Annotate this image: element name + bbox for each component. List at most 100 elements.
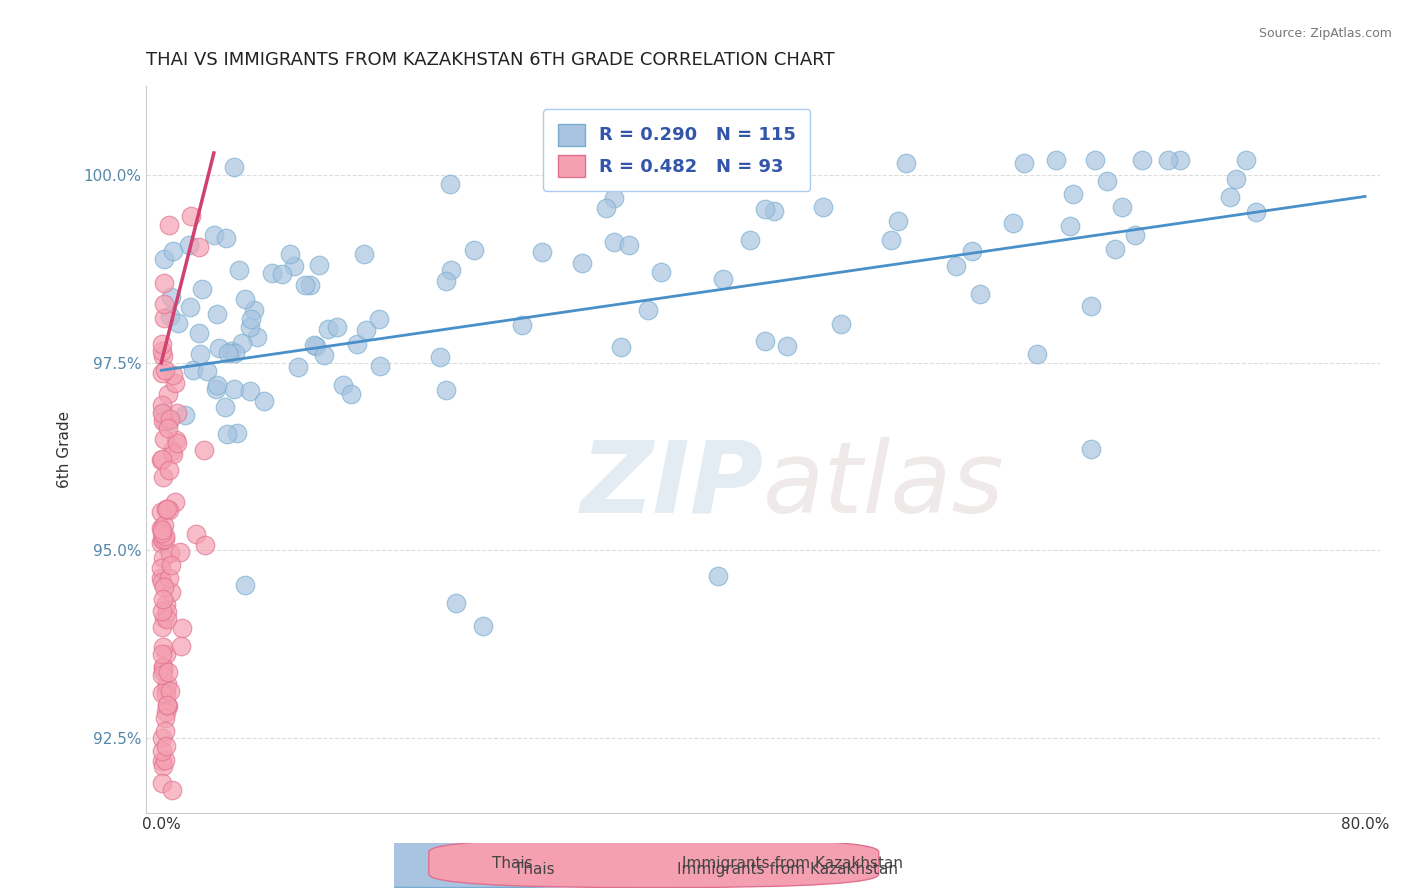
Y-axis label: 6th Grade: 6th Grade [58,410,72,488]
Text: THAI VS IMMIGRANTS FROM KAZAKHSTAN 6TH GRADE CORRELATION CHART: THAI VS IMMIGRANTS FROM KAZAKHSTAN 6TH G… [146,51,835,69]
Point [156,420,179,434]
Point [1234,153,1257,168]
Point [1080,442,1102,456]
Point [434,273,457,287]
Point [150,561,173,575]
Point [252,393,274,408]
Point [195,363,218,377]
Point [219,344,242,359]
Point [157,463,180,477]
Point [170,621,193,635]
Point [152,550,174,565]
Point [766,153,789,168]
Point [283,259,305,273]
Point [191,282,214,296]
Point [162,368,184,382]
Point [153,363,176,377]
Point [1244,204,1267,219]
Text: Immigrants from Kazakhstan: Immigrants from Kazakhstan [682,855,903,871]
Point [302,337,325,351]
Point [637,303,659,318]
Point [152,523,174,537]
Point [1104,242,1126,256]
Point [157,414,180,428]
Point [738,233,761,247]
Point [463,243,485,257]
Point [751,153,773,168]
Point [1002,216,1025,230]
Point [150,406,173,420]
Point [156,605,179,619]
Point [617,237,640,252]
Point [163,495,186,509]
Point [174,408,197,422]
Point [156,387,179,401]
Point [157,503,180,517]
Point [429,350,451,364]
Point [1026,347,1049,361]
Point [155,698,177,713]
Point [153,529,176,543]
Point [162,244,184,258]
Point [155,705,177,719]
Point [205,382,228,396]
Point [155,647,177,661]
Point [215,231,238,245]
Point [945,259,967,273]
Point [150,686,173,700]
Point [159,290,181,304]
Point [162,443,184,458]
Point [472,618,495,632]
Point [152,660,174,674]
Point [1059,219,1081,233]
Point [152,754,174,768]
Point [305,339,328,353]
Point [152,667,174,681]
Point [298,278,321,293]
Point [207,307,229,321]
Text: Source: ZipAtlas.com: Source: ZipAtlas.com [1258,27,1392,40]
Point [150,344,173,359]
Point [776,339,799,353]
Point [233,293,256,307]
Point [167,317,190,331]
Point [159,310,181,324]
Point [152,470,174,484]
Point [214,400,236,414]
Point [150,366,173,380]
Point [602,235,624,249]
Point [434,383,457,397]
Point [1225,172,1247,186]
Point [177,237,200,252]
Point [152,406,174,420]
Point [217,346,239,360]
Point [159,571,181,585]
Point [887,213,910,227]
Point [294,278,316,293]
Point [152,581,174,595]
Point [287,360,309,375]
Point [754,334,776,348]
Point [706,569,728,583]
Point [150,604,173,618]
Point [150,520,173,534]
Legend: R = 0.290   N = 115, R = 0.482   N = 93: R = 0.290 N = 115, R = 0.482 N = 93 [543,109,810,191]
Point [650,265,672,279]
Point [187,326,209,340]
Point [711,271,734,285]
Point [169,545,191,559]
Point [150,647,173,661]
Point [153,432,176,446]
Point [155,724,177,739]
FancyBboxPatch shape [239,838,689,888]
Point [271,267,294,281]
Point [316,322,339,336]
Point [603,191,626,205]
Point [439,178,461,192]
Point [150,744,173,758]
Point [1045,153,1067,168]
Point [260,266,283,280]
Point [156,612,179,626]
Point [152,640,174,655]
Point [224,346,246,360]
